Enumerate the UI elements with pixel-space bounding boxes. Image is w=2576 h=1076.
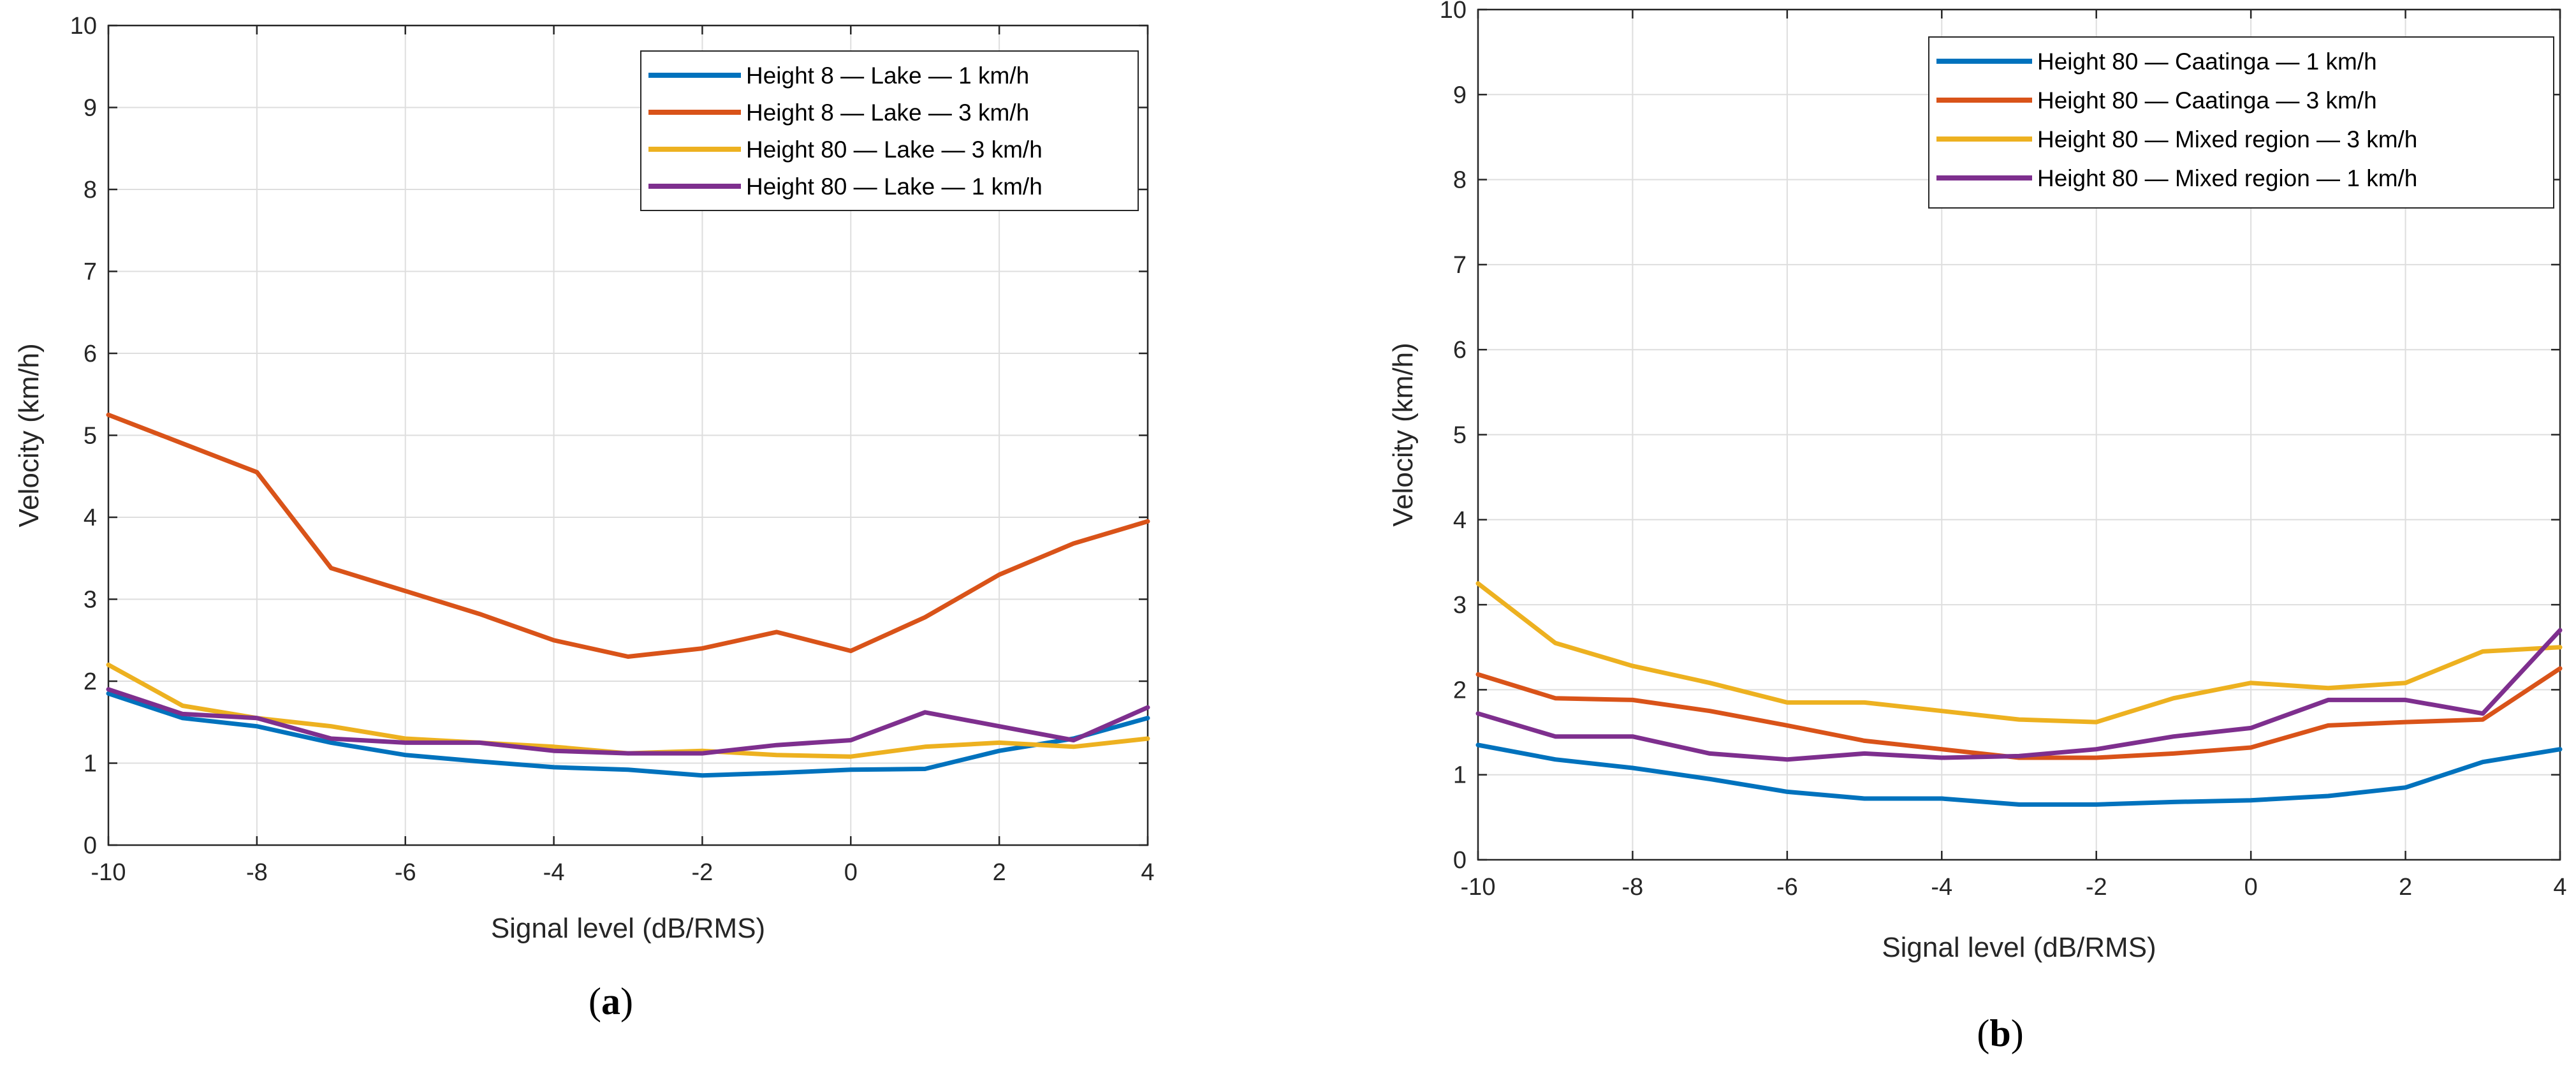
x-tick-label: 4 (2553, 874, 2566, 901)
legend-entry-3: Height 80 — Lake — 3 km/h (746, 136, 1043, 163)
series-line-1 (106, 691, 1150, 778)
y-tick-label: 10 (1440, 0, 1467, 24)
x-tick-label: 0 (844, 859, 858, 886)
y-tick-label: 1 (1453, 762, 1467, 789)
legend-box (1928, 36, 2554, 209)
x-tick-label: -8 (246, 859, 268, 886)
x-tick-label: 4 (1141, 859, 1154, 886)
y-tick-label: 4 (84, 505, 97, 531)
y-tick-label: 8 (84, 177, 97, 203)
y-tick-label: 2 (1453, 677, 1467, 704)
legend-entry-2: Height 8 — Lake — 3 km/h (746, 99, 1029, 126)
x-axis-label: Signal level (dB/RMS) (1882, 932, 2156, 963)
x-tick-label: 2 (993, 859, 1006, 886)
legend: Height 80 — Caatinga — 1 km/h Height 80 —… (1928, 36, 2554, 209)
x-tick-label: -2 (692, 859, 714, 886)
panel-label-b: (b) (1977, 1012, 2023, 1054)
series-line-3 (1475, 581, 2563, 725)
y-tick-label: 7 (1453, 252, 1467, 279)
series-line-1 (1475, 742, 2563, 807)
legend: Height 8 — Lake — 1 km/h Height 8 — Lake … (640, 50, 1139, 211)
y-tick-label: 5 (84, 423, 97, 450)
y-tick-label: 8 (1453, 167, 1467, 194)
y-tick-label: 7 (84, 259, 97, 286)
panel-label-a: (a) (589, 980, 633, 1022)
legend-entry-2: Height 80 — Caatinga — 3 km/h (2037, 87, 2377, 114)
y-axis-label: Velocity (km/h) (13, 343, 45, 527)
legend-entry-1: Height 80 — Caatinga — 1 km/h (2037, 48, 2377, 75)
y-tick-label: 6 (84, 341, 97, 367)
y-tick-label: 9 (1453, 82, 1467, 108)
y-tick-label: 10 (70, 13, 97, 40)
y-tick-label: 0 (84, 832, 97, 859)
y-tick-label: 0 (1453, 847, 1467, 874)
x-tick-label: -4 (1931, 874, 1952, 901)
y-tick-label: 2 (84, 668, 97, 695)
y-tick-label: 6 (1453, 337, 1467, 364)
x-tick-label: -10 (91, 859, 126, 886)
x-tick-label: -10 (1461, 874, 1496, 901)
y-axis-label: Velocity (km/h) (1387, 343, 1419, 527)
legend-entry-4: Height 80 — Lake — 1 km/h (746, 173, 1043, 200)
series-line-2 (106, 412, 1150, 659)
x-tick-label: -6 (1776, 874, 1798, 901)
series-line-4 (1475, 628, 2563, 762)
x-tick-label: 0 (2244, 874, 2258, 901)
x-tick-label: -2 (2086, 874, 2107, 901)
x-tick-label: -4 (543, 859, 565, 886)
y-tick-label: 3 (1453, 592, 1467, 619)
legend-entry-4: Height 80 — Mixed region — 1 km/h (2037, 165, 2417, 191)
y-tick-label: 9 (84, 95, 97, 122)
x-tick-label: -8 (1622, 874, 1644, 901)
x-tick-label: 2 (2399, 874, 2412, 901)
y-tick-label: 3 (84, 587, 97, 614)
series-line-4 (106, 687, 1150, 756)
chart-panel-a: -10 -8 -6 -4 -2 0 2 4 0 1 2 3 4 5 6 7 8 9 10 Signal level (… (13, 13, 1155, 944)
legend-entry-1: Height 8 — Lake — 1 km/h (746, 63, 1029, 89)
legend-entry-3: Height 80 — Mixed region — 3 km/h (2037, 126, 2417, 152)
y-tick-label: 4 (1453, 507, 1467, 534)
chart-panel-b: -10 -8 -6 -4 -2 0 2 4 0 1 2 3 4 5 6 7 8 9 10 Signal level (… (1387, 0, 2567, 963)
y-tick-label: 1 (84, 751, 97, 778)
x-tick-label: -6 (395, 859, 416, 886)
x-axis-label: Signal level (dB/RMS) (491, 913, 765, 944)
y-tick-label: 5 (1453, 422, 1467, 449)
